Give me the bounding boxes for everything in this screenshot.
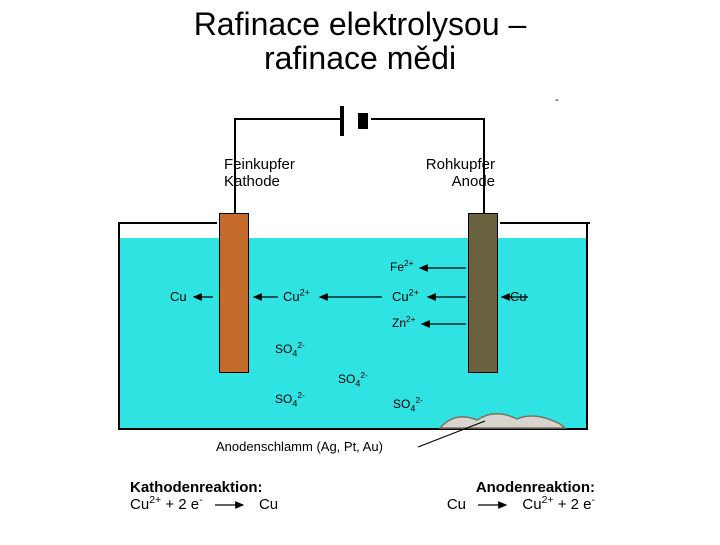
sludge-pointer [0,0,720,545]
electrolysis-diagram: - Feinkupfer Kathode Rohkupfer Anode Fe2… [0,0,720,540]
